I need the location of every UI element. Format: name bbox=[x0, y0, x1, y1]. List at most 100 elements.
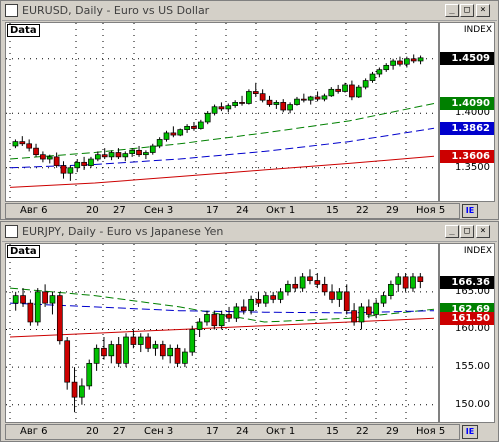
window-title: EURUSD, Daily - Euro vs US Dollar bbox=[22, 4, 210, 17]
candle bbox=[248, 299, 254, 312]
index-label: INDEX bbox=[463, 25, 492, 35]
time-tick-label: 20 bbox=[86, 205, 99, 216]
window-title: EURJPY, Daily - Euro vs Japanese Yen bbox=[22, 225, 224, 238]
candle bbox=[101, 154, 108, 158]
price-chart-pane[interactable]: Data bbox=[5, 243, 439, 423]
candle bbox=[108, 344, 115, 357]
time-tick-label: 22 bbox=[356, 426, 369, 437]
maximize-button[interactable]: □ bbox=[460, 4, 474, 17]
candle bbox=[60, 165, 67, 174]
candle bbox=[277, 291, 284, 300]
close-button[interactable]: × bbox=[476, 4, 490, 17]
price-axis: INDEX 165.00 160.00 155.00 150.00 166.36 162.… bbox=[439, 243, 495, 423]
candle bbox=[33, 147, 39, 156]
candle bbox=[152, 344, 159, 349]
candle bbox=[246, 91, 252, 104]
candle bbox=[240, 306, 247, 312]
price-marker-tag: 161.50 bbox=[440, 312, 494, 326]
candle bbox=[266, 99, 273, 105]
candle bbox=[410, 276, 416, 289]
close-button[interactable]: × bbox=[476, 225, 490, 238]
candle bbox=[402, 276, 409, 289]
time-tick-label: 29 bbox=[386, 426, 399, 437]
candle bbox=[390, 60, 396, 66]
candle bbox=[226, 314, 232, 319]
price-tick-label: 150.00 bbox=[455, 398, 490, 410]
moving-average-line bbox=[9, 155, 435, 188]
candle bbox=[204, 314, 210, 323]
candle bbox=[255, 299, 262, 304]
time-axis: Авг 6 20 27 Сен 3 17 24 Окт 1 15 22 29 Ноя 5 bbox=[5, 203, 460, 219]
candle bbox=[64, 340, 71, 383]
candle bbox=[292, 283, 299, 289]
candle bbox=[417, 276, 424, 282]
candle bbox=[174, 347, 181, 364]
time-axis: Авг 6 20 27 Сен 3 17 24 Окт 1 15 22 29 Ноя 5 bbox=[5, 424, 460, 440]
moving-average-line bbox=[9, 127, 435, 169]
time-tick-label: 27 bbox=[113, 205, 126, 216]
title-bar[interactable]: EURJPY, Daily - Euro vs Japanese Yen _ □… bbox=[2, 223, 497, 242]
candle bbox=[93, 347, 100, 364]
indicator-button[interactable]: IE bbox=[462, 425, 478, 439]
candle bbox=[300, 98, 307, 101]
candle bbox=[42, 291, 48, 304]
candle bbox=[365, 306, 372, 315]
candle bbox=[67, 167, 74, 174]
candle bbox=[376, 69, 383, 75]
candle bbox=[159, 344, 166, 357]
candle bbox=[335, 88, 342, 92]
time-tick-label: Сен 3 bbox=[144, 205, 174, 216]
candle bbox=[294, 98, 300, 105]
candle bbox=[170, 132, 177, 136]
candle bbox=[108, 152, 115, 158]
candle bbox=[34, 291, 41, 323]
time-tick-label: Ноя 5 bbox=[416, 426, 446, 437]
candle bbox=[369, 73, 376, 81]
candle bbox=[307, 276, 313, 281]
indicator-button[interactable]: IE bbox=[462, 204, 478, 218]
candle bbox=[280, 102, 287, 111]
candle bbox=[156, 139, 163, 147]
price-axis: INDEX 1.45001.40001.35001.45091.40901.38… bbox=[439, 22, 495, 202]
title-bar[interactable]: EURUSD, Daily - Euro vs US Dollar _ □ × bbox=[2, 2, 497, 21]
candle bbox=[197, 121, 204, 129]
price-marker-tag: 1.4090 bbox=[440, 97, 494, 111]
candle bbox=[285, 283, 291, 293]
candle bbox=[122, 153, 129, 158]
eurusd-chart-window[interactable]: EURUSD, Daily - Euro vs US Dollar _ □ × … bbox=[0, 0, 499, 220]
candle bbox=[167, 347, 174, 357]
candle bbox=[149, 145, 156, 153]
candle bbox=[71, 381, 78, 398]
candle bbox=[211, 106, 218, 114]
maximize-button[interactable]: □ bbox=[460, 225, 474, 238]
candle bbox=[143, 152, 149, 156]
candle bbox=[12, 295, 19, 304]
candle bbox=[79, 385, 85, 398]
candle bbox=[81, 161, 87, 166]
candle bbox=[321, 95, 328, 100]
candle bbox=[403, 58, 410, 65]
time-tick-label: Авг 6 bbox=[20, 426, 48, 437]
candle bbox=[321, 283, 328, 293]
time-tick-label: 27 bbox=[113, 426, 126, 437]
candle bbox=[115, 152, 122, 158]
candle bbox=[307, 96, 314, 101]
time-tick-label: 29 bbox=[386, 205, 399, 216]
price-tick-label: 160.00 bbox=[455, 323, 490, 335]
candle bbox=[225, 105, 232, 110]
index-label: INDEX bbox=[463, 246, 492, 256]
candle bbox=[397, 60, 403, 65]
candle bbox=[19, 141, 26, 145]
price-chart-pane[interactable]: Data bbox=[5, 22, 439, 202]
candle bbox=[46, 156, 53, 160]
candle bbox=[373, 302, 380, 315]
minimize-button[interactable]: _ bbox=[445, 225, 459, 238]
candle bbox=[342, 84, 348, 92]
candle bbox=[252, 91, 259, 95]
eurjpy-chart-window[interactable]: EURJPY, Daily - Euro vs Japanese Yen _ □… bbox=[0, 221, 499, 442]
minimize-button[interactable]: _ bbox=[445, 4, 459, 17]
candlestick-chart bbox=[6, 23, 438, 201]
candle bbox=[12, 141, 19, 147]
candle bbox=[351, 310, 357, 323]
time-tick-label: Окт 1 bbox=[266, 205, 296, 216]
